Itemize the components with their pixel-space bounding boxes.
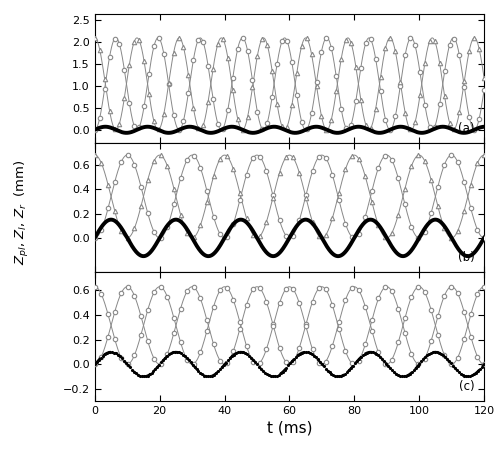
Text: (c): (c) — [459, 380, 474, 393]
Text: $Z_{pl}$, $Z_l$, $Z_r$  (mm): $Z_{pl}$, $Z_l$, $Z_r$ (mm) — [13, 159, 31, 265]
X-axis label: t (ms): t (ms) — [266, 420, 312, 435]
Text: (b): (b) — [458, 251, 474, 264]
Text: (a): (a) — [458, 122, 474, 135]
